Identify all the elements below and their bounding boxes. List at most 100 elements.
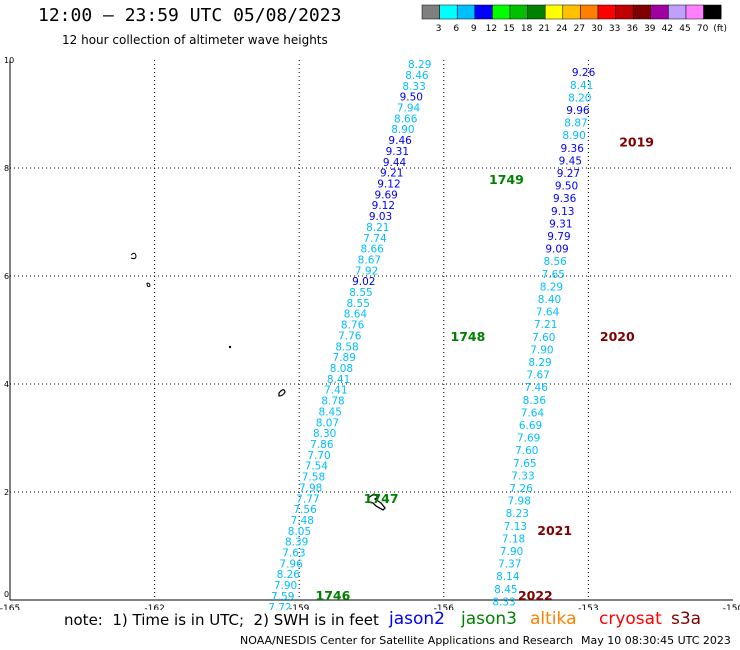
track-value: 8.29 — [408, 59, 431, 71]
track-value: 9.79 — [547, 231, 570, 243]
legend-altika: altika — [530, 609, 577, 629]
track-value: 7.96 — [279, 558, 303, 570]
track-value: 8.29 — [528, 357, 551, 369]
island-outline — [146, 282, 151, 288]
track-value: 7.64 — [536, 307, 560, 319]
color-scale-label: 42 — [662, 24, 673, 34]
track-value: 8.41 — [327, 374, 350, 386]
island-outline — [130, 252, 137, 260]
track-value: 8.67 — [358, 254, 381, 266]
color-scale-label: 33 — [609, 24, 620, 34]
track-time-label: 2019 — [619, 134, 654, 149]
track-value: 7.26 — [509, 483, 533, 495]
y-tick-label: 10 — [4, 56, 14, 65]
track-value: 6.69 — [519, 420, 542, 432]
track-value: 7.18 — [502, 533, 525, 545]
x-tick-label: -153 — [578, 604, 598, 610]
track-value: 7.98 — [508, 496, 531, 508]
color-scale-label: 39 — [644, 24, 656, 34]
track-value: 8.41 — [570, 80, 593, 92]
track-value: 9.69 — [374, 189, 397, 201]
track-value: 7.63 — [282, 548, 305, 560]
track-value: 8.05 — [288, 526, 311, 538]
x-tick-label: -150 — [723, 604, 740, 610]
y-tick-label: 2 — [4, 488, 9, 497]
track-value: 7.74 — [363, 233, 387, 245]
x-tick-label: -165 — [0, 604, 20, 610]
track-value: 8.90 — [562, 130, 585, 142]
track-value: 7.90 — [500, 546, 523, 558]
track-value: 7.98 — [299, 482, 322, 494]
track-value: 9.12 — [372, 200, 395, 212]
track-value: 7.13 — [504, 521, 527, 533]
color-scale-label: 9 — [471, 24, 477, 34]
track-time-label: 1746 — [316, 588, 351, 603]
track-value: 8.58 — [335, 341, 358, 353]
track-value: 9.21 — [380, 168, 403, 180]
track-value: 8.21 — [366, 222, 389, 234]
track-value: 8.08 — [330, 363, 353, 375]
island-outline — [278, 389, 286, 397]
track-value: 9.44 — [383, 157, 407, 169]
island-outline — [228, 345, 232, 349]
track-value: 9.50 — [555, 181, 578, 193]
track-value: 7.70 — [307, 450, 330, 462]
track-value: 8.55 — [347, 298, 370, 310]
track-value: 7.94 — [397, 103, 421, 115]
color-swatch-16 — [703, 4, 722, 20]
track-value: 7.59 — [271, 591, 294, 603]
track-value: 8.26 — [277, 569, 301, 581]
track-value: 8.30 — [313, 428, 336, 440]
track-value: 8.46 — [405, 70, 429, 82]
color-scale-label: 6 — [453, 24, 459, 34]
track-time-label: 2020 — [600, 329, 635, 344]
y-tick-label: 4 — [4, 380, 9, 389]
track-value: 7.90 — [530, 344, 553, 356]
track-value: 8.33 — [492, 596, 515, 608]
color-scale-label: 24 — [556, 24, 568, 34]
x-tick-label: -162 — [144, 604, 164, 610]
credit-line: NOAA/NESDIS Center for Satellite Applica… — [240, 634, 574, 647]
x-tick-label: -159 — [289, 604, 310, 610]
track-value: 7.69 — [517, 433, 540, 445]
track-time-label: 1749 — [489, 172, 524, 187]
track-value: 7.56 — [293, 504, 317, 516]
track-value: 8.66 — [394, 113, 418, 125]
track-value: 9.31 — [549, 218, 572, 230]
track-value: 8.64 — [344, 309, 368, 321]
track-value: 7.76 — [338, 330, 362, 342]
footnote: note: 1) Time is in UTC; 2) SWH is in fe… — [64, 611, 379, 629]
track-value: 9.13 — [551, 206, 574, 218]
track-value: 9.36 — [561, 143, 585, 155]
track-value: 8.78 — [321, 396, 344, 408]
color-scale-label: 3 — [436, 24, 442, 34]
track-value: 9.31 — [386, 146, 409, 158]
track-value: 7.41 — [324, 385, 347, 397]
track-value: 7.58 — [302, 472, 325, 484]
island-big-island-outline — [367, 493, 386, 511]
track-value: 8.55 — [349, 287, 372, 299]
color-scale-label: (ft) — [713, 24, 727, 34]
track-value: 7.46 — [525, 382, 549, 394]
track-value: 9.27 — [557, 168, 580, 180]
track-value: 8.39 — [285, 537, 308, 549]
color-scale-label: 36 — [626, 24, 638, 34]
track-value: 8.66 — [360, 244, 384, 256]
track-value: 7.67 — [526, 370, 549, 382]
track-value: 9.12 — [377, 178, 400, 190]
track-value: 8.45 — [319, 406, 342, 418]
track-value: 8.14 — [496, 571, 520, 583]
color-scale-label: 21 — [538, 24, 549, 34]
track-value: 9.03 — [369, 211, 392, 223]
track-value: 8.20 — [568, 92, 591, 104]
track-value: 7.21 — [534, 319, 557, 331]
track-value: 8.07 — [316, 417, 339, 429]
color-scale-bar: 3 6 9 12 15 18 21 24 27 30 33 36 39 42 45 70 (ft) — [421, 4, 727, 34]
track-value: 7.54 — [305, 461, 329, 473]
track-value: 8.40 — [538, 294, 561, 306]
chart-title: 12:00 — 23:59 UTC 05/08/2023 — [38, 5, 342, 26]
y-tick-label: 6 — [4, 272, 9, 281]
track-value: 9.36 — [553, 193, 577, 205]
color-scale-label: 12 — [486, 24, 497, 34]
track-value: 7.48 — [291, 515, 314, 527]
